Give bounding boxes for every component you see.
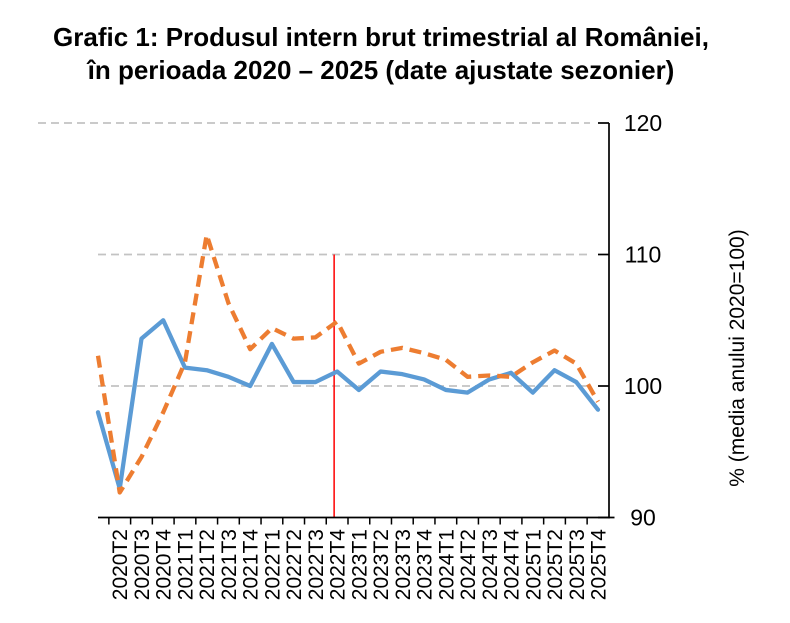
chart-title-line2: în perioada 2020 – 2025 (date ajustate s… bbox=[87, 55, 675, 85]
x-tick-label-2024T2: 2024T2 bbox=[457, 529, 480, 600]
x-tick-label-2020T4: 2020T4 bbox=[153, 529, 176, 601]
x-tick-label-2020T2: 2020T2 bbox=[109, 529, 132, 600]
x-tick-label-2023T1: 2023T1 bbox=[348, 529, 371, 600]
x-tick-label-2023T3: 2023T3 bbox=[392, 529, 415, 600]
x-tick-label-2021T1: 2021T1 bbox=[174, 529, 197, 600]
x-tick-label-2024T1: 2024T1 bbox=[435, 529, 458, 600]
x-tick-label-2024T3: 2024T3 bbox=[479, 529, 502, 600]
series-orange-dashed-line bbox=[95, 232, 600, 495]
x-tick-label-2025T4: 2025T4 bbox=[587, 529, 610, 601]
x-tick-label-2025T2: 2025T2 bbox=[544, 529, 567, 600]
x-tick-label-2025T3: 2025T3 bbox=[566, 529, 589, 600]
y-tick-label-110: 110 bbox=[625, 242, 662, 268]
x-tick-label-2022T4: 2022T4 bbox=[327, 529, 350, 601]
x-tick-label-2023T4: 2023T4 bbox=[414, 529, 437, 601]
y-tick-label-90: 90 bbox=[630, 505, 656, 531]
x-tick-label-2021T3: 2021T3 bbox=[218, 529, 241, 600]
chart-title-line1: Grafic 1: Produsul intern brut trimestri… bbox=[53, 22, 709, 52]
chart-title: Grafic 1: Produsul intern brut trimestri… bbox=[0, 21, 762, 87]
x-tick-label-2021T4: 2021T4 bbox=[240, 529, 263, 601]
y-tick-label-120: 120 bbox=[624, 110, 662, 136]
y-axis-title: % (media anului 2020=100) bbox=[726, 229, 749, 486]
y-tick-label-100: 100 bbox=[624, 373, 662, 399]
x-tick-label-2022T3: 2022T3 bbox=[305, 529, 328, 600]
x-tick-label-2022T2: 2022T2 bbox=[283, 529, 306, 600]
x-tick-label-2023T2: 2023T2 bbox=[370, 529, 393, 600]
x-tick-label-2020T3: 2020T3 bbox=[131, 529, 154, 600]
x-tick-label-2025T1: 2025T1 bbox=[522, 529, 545, 600]
x-tick-label-2021T2: 2021T2 bbox=[196, 529, 219, 600]
series-blue-solid-line bbox=[95, 318, 601, 491]
x-tick-label-2022T1: 2022T1 bbox=[261, 529, 284, 600]
x-tick-label-2024T4: 2024T4 bbox=[501, 529, 524, 601]
